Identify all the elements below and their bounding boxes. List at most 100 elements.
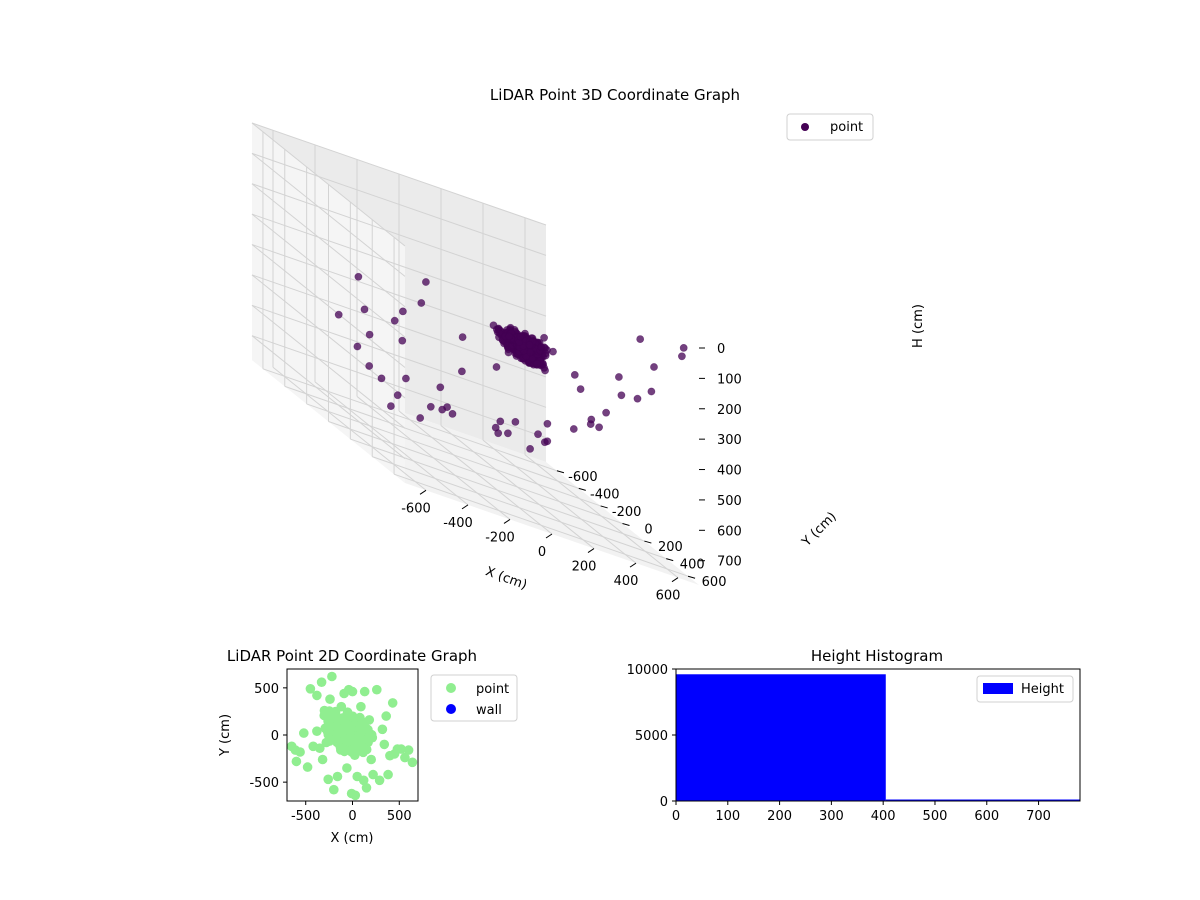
x-axis-label-3d: X (cm) [483, 564, 529, 593]
scatter-point-2d [364, 715, 375, 725]
scatter-point-3d [360, 305, 369, 314]
y-tick-3d [578, 487, 586, 491]
scatter-point-3d [417, 299, 426, 307]
scatter-point-3d [393, 391, 402, 400]
scatter-point-3d [438, 405, 447, 414]
scatter-point-3d [526, 444, 534, 453]
scatter-point-3d [416, 414, 425, 422]
scatter-point-3d [533, 359, 541, 368]
legend-box-hist [976, 675, 1074, 703]
scatter-point-2d [400, 752, 410, 763]
grid-line-y-floor [328, 421, 623, 524]
scatter-point-3d [543, 419, 552, 428]
y-axis-label-3d: Y (cm) [799, 509, 840, 550]
scatter-point-2d [366, 754, 377, 765]
y-axis-label-2d: Y (cm) [218, 714, 233, 757]
scatter-point-2d [359, 686, 370, 697]
scatter-3d-plot: LiDAR Point 3D Coordinate Graph -600 -400… [251, 86, 926, 604]
z-tick-label-3d: 500 [717, 494, 742, 509]
z-tick-label-3d: 700 [717, 555, 742, 570]
x-tick-label-2d: 500 [387, 809, 412, 824]
scatter-point-2d [312, 726, 322, 736]
scatter-point-2d [358, 775, 369, 786]
scatter-point-3d [647, 387, 656, 396]
scatter-point-3d [650, 363, 658, 371]
y-tick-label-3d: 200 [658, 540, 683, 555]
x-tick-label-hist: 700 [1026, 809, 1051, 824]
z-tick-label-3d: 300 [717, 433, 742, 448]
scatter-point-2d [381, 711, 392, 721]
scatter-point-3d [549, 347, 557, 356]
scatter-point-2d [332, 771, 343, 782]
scatter-point-2d [291, 756, 302, 767]
scatter-point-3d [448, 409, 457, 418]
x-tick-label-hist: 300 [819, 809, 844, 824]
legend-marker-point-3d [801, 123, 809, 131]
scatter-point-2d [347, 711, 358, 721]
y-tick-3d [556, 470, 565, 474]
z-tick-label-3d: 0 [717, 342, 725, 357]
x-tick-3d [419, 489, 427, 495]
scatter-point-2d [333, 728, 344, 738]
y-tick-label-3d: 600 [702, 575, 727, 590]
scatter-point-3d [503, 429, 512, 438]
scatter-point-3d [398, 307, 407, 316]
legend-3d: point [786, 113, 874, 141]
z-tick-label-3d: 400 [717, 464, 742, 479]
legend-marker-wall-2d [446, 704, 456, 714]
scatter-point-3d [492, 325, 501, 334]
scatter-point-3d [534, 430, 542, 439]
scatter-point-3d [617, 391, 626, 400]
scatter-point-2d [387, 698, 398, 708]
y-tick-label-hist: 0 [660, 795, 668, 810]
y-tick-label-3d: -200 [612, 505, 642, 520]
scatter-point-3d [492, 363, 501, 371]
x-tick-3d [545, 533, 553, 539]
scatter-point-3d [354, 272, 363, 281]
scatter-point-2d [374, 775, 385, 786]
scatter-point-2d [368, 769, 378, 780]
scatter-point-3d [570, 370, 579, 379]
scatter-point-3d [426, 402, 435, 411]
scatter-point-3d [436, 383, 445, 392]
scatter-point-3d [587, 415, 596, 424]
scatter-2d-plot: LiDAR Point 2D Coordinate Graph -500 0 500… [218, 647, 518, 846]
grid-line-z-back [251, 304, 547, 408]
scatter-point-2d [312, 690, 322, 701]
y-tick-label-2d: 500 [254, 682, 279, 697]
height-histogram: Height Histogram 0 100 200 300 400 500 600 700 0… [627, 647, 1081, 824]
scatter-point-2d [315, 743, 325, 753]
z-tick-label-3d: 600 [717, 524, 742, 539]
z-axis-label-3d: H (cm) [911, 304, 926, 348]
histogram-bar [885, 799, 1080, 801]
y-tick-3d [600, 505, 608, 509]
y-tick-3d [666, 558, 674, 562]
grid-line-z-back [251, 183, 547, 287]
legend-label-wall-2d: wall [476, 703, 502, 718]
y-tick-3d [644, 540, 652, 544]
x-tick-3d [461, 504, 469, 510]
scatter-point-3d [525, 341, 534, 349]
legend-2d: point wall [430, 674, 518, 722]
x-tick-label-hist: 500 [923, 809, 948, 824]
scatter-point-3d [494, 429, 503, 438]
scatter-point-3d [365, 362, 374, 370]
chart-title-2d: LiDAR Point 2D Coordinate Graph [227, 647, 477, 665]
grid-line-y-floor [262, 368, 558, 472]
scatter-point-3d [496, 417, 505, 426]
x-tick-3d [629, 562, 637, 568]
scatter-point-2d [330, 709, 341, 720]
y-tick-label-3d: -600 [568, 470, 598, 485]
scatter-point-3d [458, 333, 467, 341]
y-tick-label-3d: 0 [644, 523, 652, 538]
scatter-point-2d [319, 705, 330, 716]
chart-title-3d: LiDAR Point 3D Coordinate Graph [490, 86, 740, 104]
scatter-point-2d [317, 754, 328, 765]
y-tick-label-2d: -500 [249, 776, 279, 791]
scatter-point-3d [526, 348, 535, 357]
x-tick-label-hist: 200 [767, 809, 792, 824]
x-tick-label-hist: 0 [672, 809, 680, 824]
scatter-point-3d [678, 352, 686, 361]
grid-line-y-floor [284, 385, 579, 489]
